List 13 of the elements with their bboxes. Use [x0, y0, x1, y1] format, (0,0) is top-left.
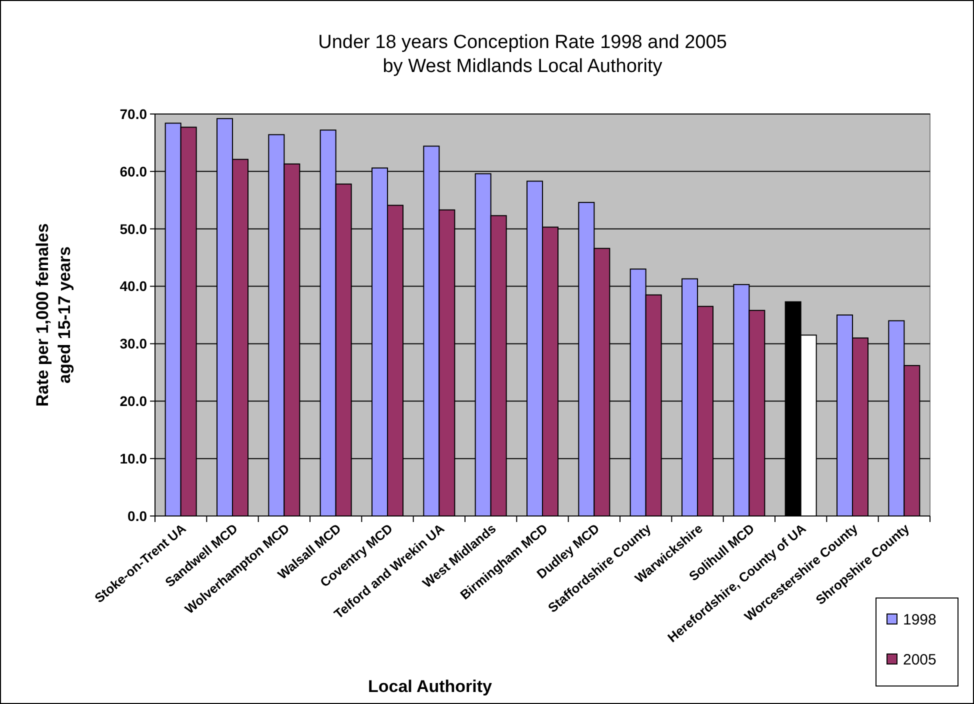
legend-label: 2005 — [903, 651, 936, 668]
y-tick-label: 50.0 — [120, 220, 148, 237]
y-tick-label: 20.0 — [120, 393, 148, 410]
y-tick-label: 60.0 — [120, 163, 148, 180]
y-tick-label: 70.0 — [120, 106, 148, 122]
y-axis-title: Rate per 1,000 females aged 15-17 years — [33, 223, 74, 407]
x-axis-title: Local Authority — [368, 677, 493, 696]
y-tick-label: 0.0 — [128, 508, 148, 524]
y-tick-label: 30.0 — [120, 336, 148, 352]
legend-label: 1998 — [903, 611, 936, 628]
y-tick-label: 40.0 — [120, 278, 148, 294]
y-tick-label: 10.0 — [120, 450, 148, 466]
chart-title: Under 18 years Conception Rate 1998 and 2005 by West Midlands Local Authority — [318, 32, 727, 77]
